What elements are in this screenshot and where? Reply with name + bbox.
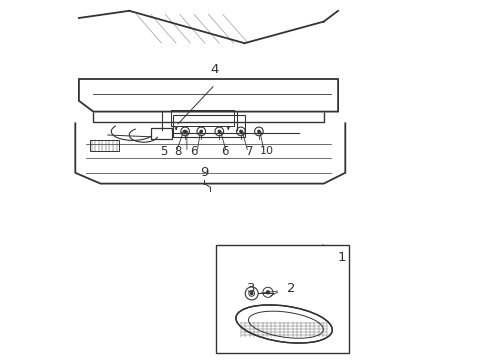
Circle shape [218,130,220,132]
Text: 4: 4 [210,63,219,76]
Text: 6: 6 [221,145,228,158]
Text: 6: 6 [189,145,197,158]
Text: 10: 10 [260,146,273,156]
Text: 1: 1 [337,251,345,264]
Circle shape [265,290,269,294]
Bar [215,245,348,353]
Text: 5: 5 [160,145,167,158]
Text: 7: 7 [245,145,253,158]
Text: 2: 2 [286,282,295,294]
Bar [151,128,172,139]
Circle shape [200,130,202,132]
Circle shape [250,292,252,294]
Bar [172,115,244,137]
Circle shape [239,130,242,132]
Bar [89,140,118,151]
Circle shape [183,130,186,132]
Text: 3: 3 [246,282,255,294]
Circle shape [257,130,260,132]
Text: 9: 9 [200,166,208,179]
Text: 8: 8 [174,145,182,158]
Ellipse shape [235,303,332,341]
